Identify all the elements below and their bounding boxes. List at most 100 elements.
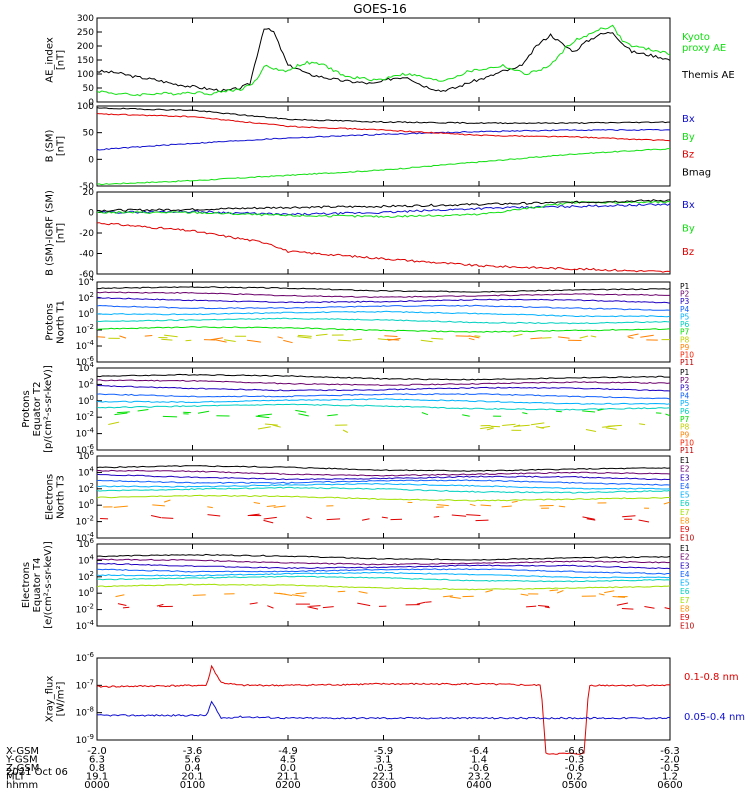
legend-bsm-1: By: [682, 132, 695, 143]
axis-value: 0100: [180, 780, 205, 791]
electrons_t3-channel-5: [96, 486, 671, 494]
protons_t2-channel-7-segment: [108, 421, 120, 425]
electrons_t4-channel-7-segment: [292, 594, 305, 597]
electrons_t3-channel-7-segment: [253, 501, 260, 504]
y-tick-label: 100: [78, 394, 94, 407]
protons_t2-channel-7-segment: [602, 425, 616, 428]
protons_t1-channel-7-segment: [185, 339, 192, 342]
protons_t1-channel-8-segment: [628, 336, 634, 339]
electrons_t4-channel-3: [96, 568, 670, 575]
legend-electrons_t4-e10: E10: [680, 622, 695, 631]
legend-bsm_igrf-2: Bz: [682, 247, 694, 258]
protons_t1-channel-8-segment: [277, 336, 283, 339]
protons_t1-channel-1: [96, 291, 670, 298]
y-tick-label: 10-2: [76, 323, 94, 336]
electrons_t3-channel-8-segment: [161, 517, 174, 519]
protons_t2-channel-7-segment: [502, 423, 516, 426]
y-tick-label: 104: [78, 275, 94, 288]
protons_t2-channel-7-segment: [490, 425, 501, 428]
electrons_t3-channel-7-segment: [437, 504, 449, 507]
electrons_t3-channel-2: [96, 473, 671, 481]
protons_t1-channel-6: [96, 326, 671, 333]
row-label-y-gsm: Y-GSM: [5, 755, 38, 766]
bsm-frame: [96, 105, 671, 187]
protons_t2-channel-7-segment: [540, 425, 550, 429]
electrons_t4-channel-7-segment: [443, 595, 453, 598]
ae-series-kyoto-proxy-ae: [96, 24, 671, 97]
protons_t2-channel-7-segment: [530, 422, 545, 426]
electrons_t4-channel-8-segment: [616, 602, 629, 606]
electrons_t3-channel-7-segment: [266, 505, 276, 507]
legend-electrons_t4-e7: E7: [680, 596, 690, 605]
axis-value: 5.6: [185, 755, 201, 766]
electrons_t3-channel-8-segment: [207, 514, 221, 517]
date-label: 2021 Oct 06: [6, 767, 68, 778]
y-tick-label: 100: [78, 307, 94, 320]
legend-electrons_t3-e9: E9: [680, 525, 690, 534]
y-tick-label: 0: [88, 209, 94, 219]
y-tick-label: 20: [83, 188, 95, 198]
protons_t2-channel-7-segment: [342, 429, 349, 433]
electrons_t3-channel-7-segment: [152, 504, 165, 507]
y-tick-label: 0: [88, 98, 94, 108]
electrons_t4-channel-7-segment: [295, 592, 307, 595]
legend-protons_t1-p9: P9: [680, 343, 690, 352]
axis-value: 1.2: [662, 772, 678, 783]
axis-value: 19.1: [86, 772, 108, 783]
electrons_t3-channel-6: [96, 494, 670, 502]
ae-series-themis-ae: [96, 28, 671, 93]
legend-electrons_t4-e5: E5: [680, 579, 690, 588]
y-tick-label: -60: [79, 270, 94, 280]
legend-electrons_t3-e2: E2: [680, 465, 690, 474]
legend-protons_t2-p4: P4: [680, 391, 690, 400]
axis-value: 0400: [466, 780, 491, 791]
electrons_t4-channel-7-segment: [604, 590, 615, 594]
protons_t1-channel-8-segment: [558, 336, 570, 339]
axis-value: -6.6: [565, 746, 585, 757]
electrons_t4-channel-8-segment: [117, 603, 127, 606]
protons_t1-channel-7-segment: [431, 337, 444, 340]
protons_t1-channel-8-segment: [210, 337, 223, 341]
legend-protons_t2-p11: P11: [680, 446, 694, 455]
protons_t2-channel-7-segment: [535, 426, 544, 429]
protons_t1-channel-7-segment: [590, 335, 597, 338]
axis-value: 0.8: [89, 763, 105, 774]
y-tick-label: 104: [78, 361, 94, 374]
electrons_t3-channel-7-segment: [663, 501, 671, 505]
axis-value: 0200: [275, 780, 300, 791]
electrons_t4-channel-7-segment: [485, 589, 493, 593]
legend-protons_t2-p8: P8: [680, 423, 690, 432]
axis-value: -6.4: [469, 746, 489, 757]
legend-bsm_igrf-0: Bx: [682, 200, 695, 211]
axis-value: 0.4: [185, 763, 201, 774]
axis-value: 0500: [562, 780, 587, 791]
axis-value: -0.5: [660, 763, 680, 774]
protons_t2-channel-6-segment: [197, 410, 210, 414]
protons_t2-channel-6-segment: [597, 408, 604, 412]
electrons_t4-channel-7-segment: [115, 594, 125, 598]
protons_t2-channel-6-segment: [421, 412, 429, 416]
protons_t1-channel-5: [96, 317, 671, 325]
axis-value: 0000: [84, 780, 109, 791]
protons_t1-channel-8-segment: [97, 336, 106, 338]
electrons_t4-channel-8-segment: [122, 606, 130, 609]
legend-ae-0: Kyoto proxy AE: [682, 32, 726, 54]
y-tick-label: 10-6: [76, 443, 95, 456]
axis-value: -0.3: [374, 763, 394, 774]
electrons_t3-ylabel: ElectronsNorth T3: [45, 474, 67, 520]
axis-value: 21.1: [277, 772, 299, 783]
electrons_t4-channel-8-segment: [416, 601, 426, 605]
row-label-hhmm: hhmm: [6, 780, 38, 791]
protons_t2-channel-6-segment: [257, 413, 272, 417]
protons_t1-ylabel: ProtonsNorth T1: [45, 300, 67, 344]
electrons_t3-channel-7-segment: [480, 504, 492, 507]
protons_t2-channel-7-segment: [480, 426, 494, 430]
axis-value: 6.3: [89, 755, 105, 766]
electrons_t4-channel-8-segment: [357, 602, 371, 607]
protons_t1-channel-8-segment: [530, 337, 543, 340]
electrons_t4-channel-8-segment: [538, 605, 550, 607]
electrons_t4-channel-8-segment: [322, 606, 334, 609]
y-tick-label: 10-2: [76, 515, 94, 528]
axis-value: -4.9: [278, 746, 298, 757]
